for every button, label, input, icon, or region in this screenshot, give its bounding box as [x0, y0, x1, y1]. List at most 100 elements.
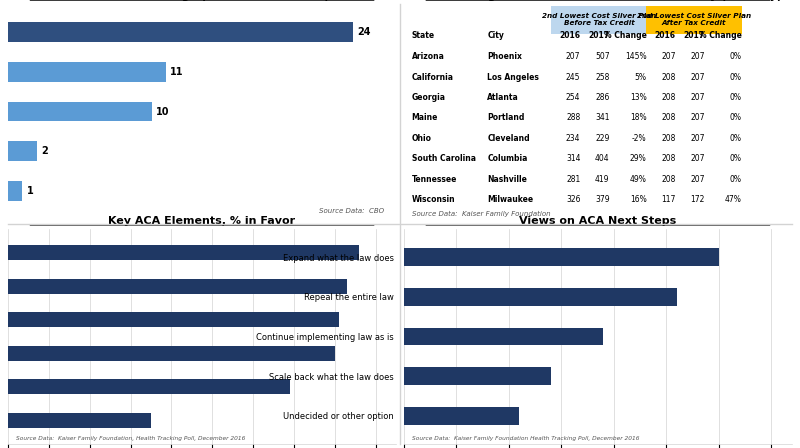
Bar	[8, 62, 166, 82]
Text: 326: 326	[566, 195, 581, 204]
Text: Source Data:  CBO: Source Data: CBO	[319, 208, 385, 214]
Text: Cleveland: Cleveland	[487, 134, 530, 143]
Bar	[404, 248, 718, 266]
Text: 207: 207	[690, 154, 705, 163]
Bar	[8, 312, 339, 327]
Text: Arizona: Arizona	[412, 52, 445, 61]
Text: Tennessee: Tennessee	[412, 175, 457, 184]
Text: 49%: 49%	[630, 175, 646, 184]
Text: 207: 207	[690, 134, 705, 143]
Text: 207: 207	[690, 93, 705, 102]
Text: % Change: % Change	[603, 31, 646, 40]
Text: Georgia: Georgia	[412, 93, 446, 102]
Text: Los Angeles: Los Angeles	[487, 73, 539, 82]
Text: 172: 172	[690, 195, 705, 204]
Text: 145%: 145%	[625, 52, 646, 61]
Text: 286: 286	[595, 93, 610, 102]
Text: Columbia: Columbia	[487, 154, 528, 163]
Text: 207: 207	[690, 175, 705, 184]
Text: 47%: 47%	[725, 195, 742, 204]
Text: 258: 258	[595, 73, 610, 82]
Text: 208: 208	[661, 175, 675, 184]
Text: Atlanta: Atlanta	[487, 93, 519, 102]
FancyBboxPatch shape	[551, 6, 646, 34]
Bar	[8, 245, 359, 260]
Title: Key ACA Elements, % in Favor: Key ACA Elements, % in Favor	[109, 216, 296, 226]
Bar	[8, 379, 290, 394]
Text: 117: 117	[661, 195, 675, 204]
Text: 404: 404	[595, 154, 610, 163]
Text: Source Data:  Kaiser Family Foundation: Source Data: Kaiser Family Foundation	[412, 211, 550, 216]
Bar	[8, 346, 335, 361]
Text: 29%: 29%	[630, 154, 646, 163]
Text: 0%: 0%	[730, 175, 742, 184]
Text: 2017: 2017	[683, 31, 705, 40]
Text: Milwaukee: Milwaukee	[487, 195, 534, 204]
Text: 281: 281	[566, 175, 581, 184]
Bar	[404, 407, 519, 425]
Bar	[8, 22, 353, 42]
Bar	[404, 367, 550, 385]
Text: 288: 288	[566, 113, 581, 122]
Text: 0%: 0%	[730, 73, 742, 82]
Text: 207: 207	[690, 73, 705, 82]
Text: City: City	[487, 31, 504, 40]
Text: Source Data:  Kaiser Family Foundation Health Tracking Poll, December 2016: Source Data: Kaiser Family Foundation He…	[412, 436, 639, 441]
Text: Wisconsin: Wisconsin	[412, 195, 455, 204]
Text: 379: 379	[595, 195, 610, 204]
Text: Nashville: Nashville	[487, 175, 527, 184]
Text: 2016: 2016	[559, 31, 581, 40]
Text: 208: 208	[661, 73, 675, 82]
Text: 341: 341	[595, 113, 610, 122]
Text: 10: 10	[156, 107, 170, 116]
Text: Source Data:  Kaiser Family Foundation, Health Tracking Poll, December 2016: Source Data: Kaiser Family Foundation, H…	[16, 436, 245, 441]
Text: 16%: 16%	[630, 195, 646, 204]
Bar	[404, 327, 603, 345]
Text: 207: 207	[690, 52, 705, 61]
Text: 507: 507	[595, 52, 610, 61]
Text: 254: 254	[566, 93, 581, 102]
Text: 207: 207	[690, 113, 705, 122]
Text: 0%: 0%	[730, 52, 742, 61]
Text: 314: 314	[566, 154, 581, 163]
Title: ACA Exchange Premiums Before & After Subsidy (Monthly): ACA Exchange Premiums Before & After Sub…	[414, 0, 782, 1]
Text: 2nd Lowest Cost Silver Plan
After Tax Credit: 2nd Lowest Cost Silver Plan After Tax Cr…	[637, 13, 751, 26]
Bar	[404, 288, 677, 306]
Text: 0%: 0%	[730, 154, 742, 163]
Text: 234: 234	[566, 134, 581, 143]
Text: 1: 1	[26, 186, 34, 196]
Text: Maine: Maine	[412, 113, 438, 122]
Bar	[8, 102, 152, 121]
Text: 208: 208	[661, 154, 675, 163]
Bar	[8, 181, 22, 201]
Text: 207: 207	[566, 52, 581, 61]
Title: 2016 ACA Coverage (Millions of Persons): 2016 ACA Coverage (Millions of Persons)	[74, 0, 330, 1]
Text: 2: 2	[41, 146, 48, 156]
Text: 13%: 13%	[630, 93, 646, 102]
Title: Views on ACA Next Steps: Views on ACA Next Steps	[519, 216, 677, 226]
Text: Portland: Portland	[487, 113, 525, 122]
Bar	[8, 413, 151, 428]
Text: 2016: 2016	[654, 31, 675, 40]
Text: Ohio: Ohio	[412, 134, 432, 143]
Bar	[8, 279, 347, 294]
Text: 208: 208	[661, 113, 675, 122]
Bar	[8, 141, 37, 161]
Text: 229: 229	[595, 134, 610, 143]
Text: 18%: 18%	[630, 113, 646, 122]
Text: 2nd Lowest Cost Silver Plan
Before Tax Credit: 2nd Lowest Cost Silver Plan Before Tax C…	[542, 13, 656, 26]
Text: 245: 245	[566, 73, 581, 82]
Text: 5%: 5%	[634, 73, 646, 82]
FancyBboxPatch shape	[646, 6, 742, 34]
Text: 0%: 0%	[730, 134, 742, 143]
Text: 419: 419	[595, 175, 610, 184]
Text: 207: 207	[661, 52, 675, 61]
Text: State: State	[412, 31, 434, 40]
Text: 11: 11	[170, 67, 184, 77]
Text: 2017: 2017	[589, 31, 610, 40]
Text: -2%: -2%	[632, 134, 646, 143]
Text: 0%: 0%	[730, 93, 742, 102]
Text: California: California	[412, 73, 454, 82]
Text: Phoenix: Phoenix	[487, 52, 522, 61]
Text: 208: 208	[661, 134, 675, 143]
